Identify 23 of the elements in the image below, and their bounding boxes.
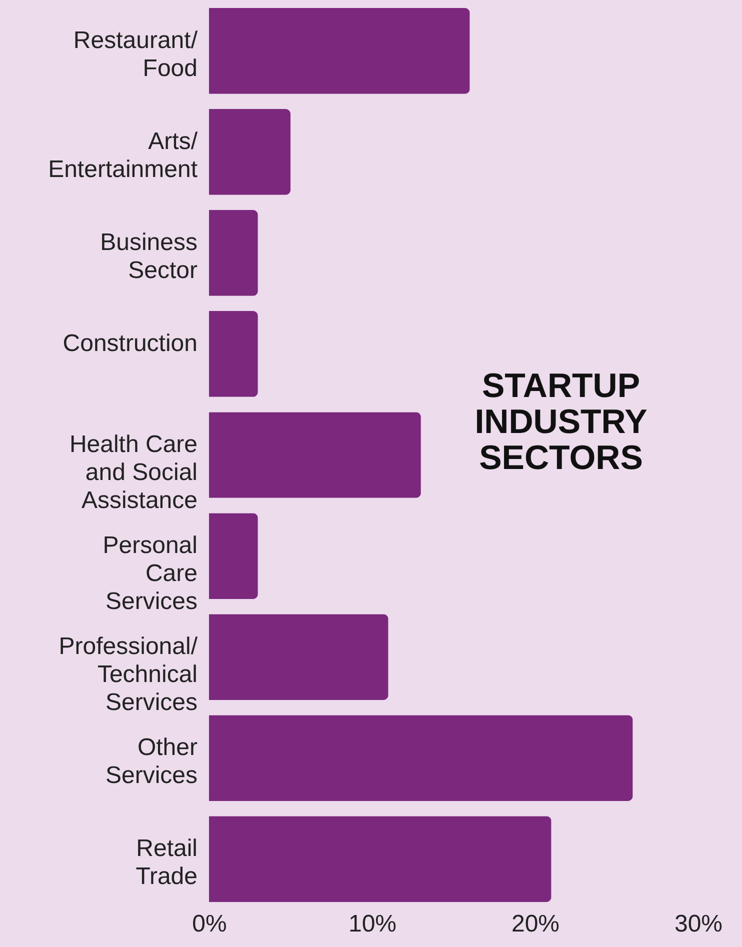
bar [209,614,388,700]
x-tick-label: 20% [511,910,560,938]
y-tick-label: Health Care and Social Assistance [69,431,198,514]
bar [209,816,552,902]
y-tick-label: Personal Care Services [102,532,198,616]
x-tick-label: 30% [674,910,723,938]
y-tick-label: Other Services [105,734,198,790]
x-tick-label: 10% [348,910,397,938]
x-tick-label: 0% [192,910,227,938]
bar [209,513,258,599]
bar [209,109,290,195]
y-tick-label: Construction [62,330,198,357]
y-tick-label: Business Sector [100,228,198,284]
y-tick-label: Restaurant/ Food [73,26,198,82]
bar [209,8,470,94]
text: STARTUP INDUSTRY SECTORS [474,367,648,477]
bar [209,412,421,498]
y-tick-label: Arts/ Entertainment [48,128,198,183]
y-tick-label: Professional/ Technical Services [58,633,198,716]
bar [209,311,258,397]
bar [209,210,258,296]
y-tick-label: Retail Trade [136,835,198,890]
bar [209,715,633,801]
